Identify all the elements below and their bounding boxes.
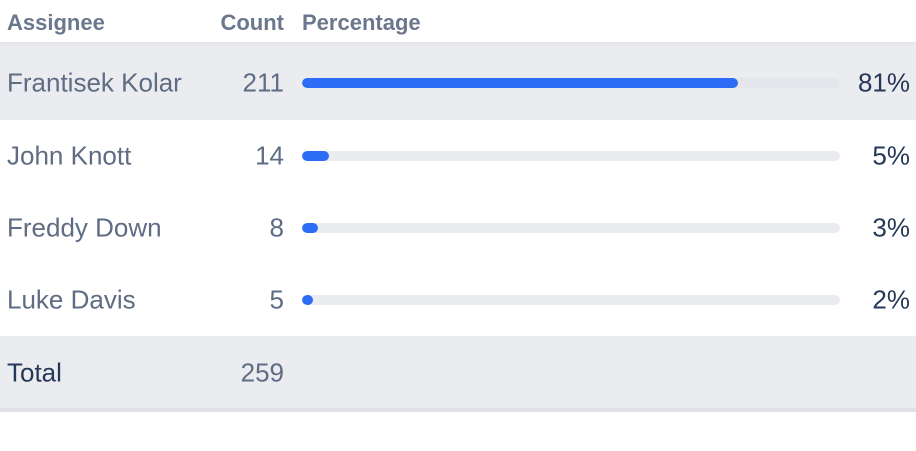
table-row: Freddy Down 8 3% bbox=[0, 192, 916, 264]
percentage-bar-fill bbox=[302, 78, 738, 88]
assignee-name[interactable]: Luke Davis bbox=[7, 284, 136, 315]
percentage-bar bbox=[302, 295, 840, 305]
assignee-column-header: Assignee bbox=[7, 10, 105, 35]
count-column-header: Count bbox=[220, 10, 284, 35]
percentage-value: 3% bbox=[872, 212, 910, 243]
assignee-count: 211 bbox=[242, 67, 284, 98]
table-row: Luke Davis 5 2% bbox=[0, 264, 916, 336]
assignee-count: 8 bbox=[269, 212, 284, 243]
percentage-bar-fill bbox=[302, 295, 313, 305]
percentage-bar bbox=[302, 223, 840, 233]
percentage-value: 81% bbox=[857, 67, 910, 98]
percentage-bar-fill bbox=[302, 151, 329, 161]
assignee-count: 5 bbox=[269, 284, 284, 315]
assignee-stats-table: Assignee Count Percentage Frantisek Kola… bbox=[0, 0, 916, 412]
percentage-bar bbox=[302, 151, 840, 161]
table-header: Assignee Count Percentage bbox=[0, 0, 916, 46]
total-label: Total bbox=[7, 357, 62, 388]
assignee-count: 14 bbox=[255, 140, 284, 171]
percentage-bar bbox=[302, 78, 840, 88]
assignee-name[interactable]: Frantisek Kolar bbox=[7, 67, 182, 98]
total-row: Total 259 bbox=[0, 336, 916, 412]
assignee-name[interactable]: Freddy Down bbox=[7, 212, 162, 243]
table-row: John Knott 14 5% bbox=[0, 120, 916, 192]
table-row: Frantisek Kolar 211 81% bbox=[0, 46, 916, 120]
assignee-name[interactable]: John Knott bbox=[7, 140, 132, 171]
percentage-bar-fill bbox=[302, 223, 319, 233]
total-count: 259 bbox=[240, 357, 284, 388]
percentage-value: 2% bbox=[872, 284, 910, 315]
percentage-column-header: Percentage bbox=[302, 10, 421, 35]
percentage-value: 5% bbox=[872, 140, 910, 171]
